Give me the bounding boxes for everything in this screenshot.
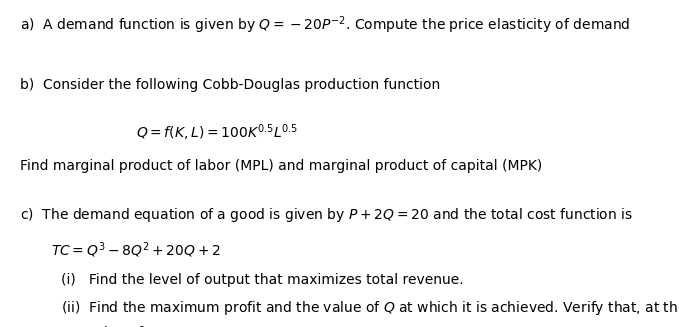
Text: c)  The demand equation of a good is given by $P + 2Q = 20$ and the total cost f: c) The demand equation of a good is give… [20,206,634,224]
Text: value of $Q$, MR = MC.: value of $Q$, MR = MC. [87,324,236,327]
Text: (ii)  Find the maximum profit and the value of $Q$ at which it is achieved. Veri: (ii) Find the maximum profit and the val… [61,299,679,317]
Text: $Q = f(K, L) = 100K^{0.5}L^{0.5}$: $Q = f(K, L) = 100K^{0.5}L^{0.5}$ [136,123,298,143]
Text: (i)   Find the level of output that maximizes total revenue.: (i) Find the level of output that maximi… [61,273,464,287]
Text: a)  A demand function is given by $Q = -20P^{-2}$. Compute the price elasticity : a) A demand function is given by $Q = -2… [20,15,631,36]
Text: Find marginal product of labor (MPL) and marginal product of capital (MPK): Find marginal product of labor (MPL) and… [20,159,543,173]
Text: b)  Consider the following Cobb-Douglas production function: b) Consider the following Cobb-Douglas p… [20,78,441,93]
Text: $TC = Q^3 - 8Q^2 + 20Q + 2$: $TC = Q^3 - 8Q^2 + 20Q + 2$ [51,240,221,260]
